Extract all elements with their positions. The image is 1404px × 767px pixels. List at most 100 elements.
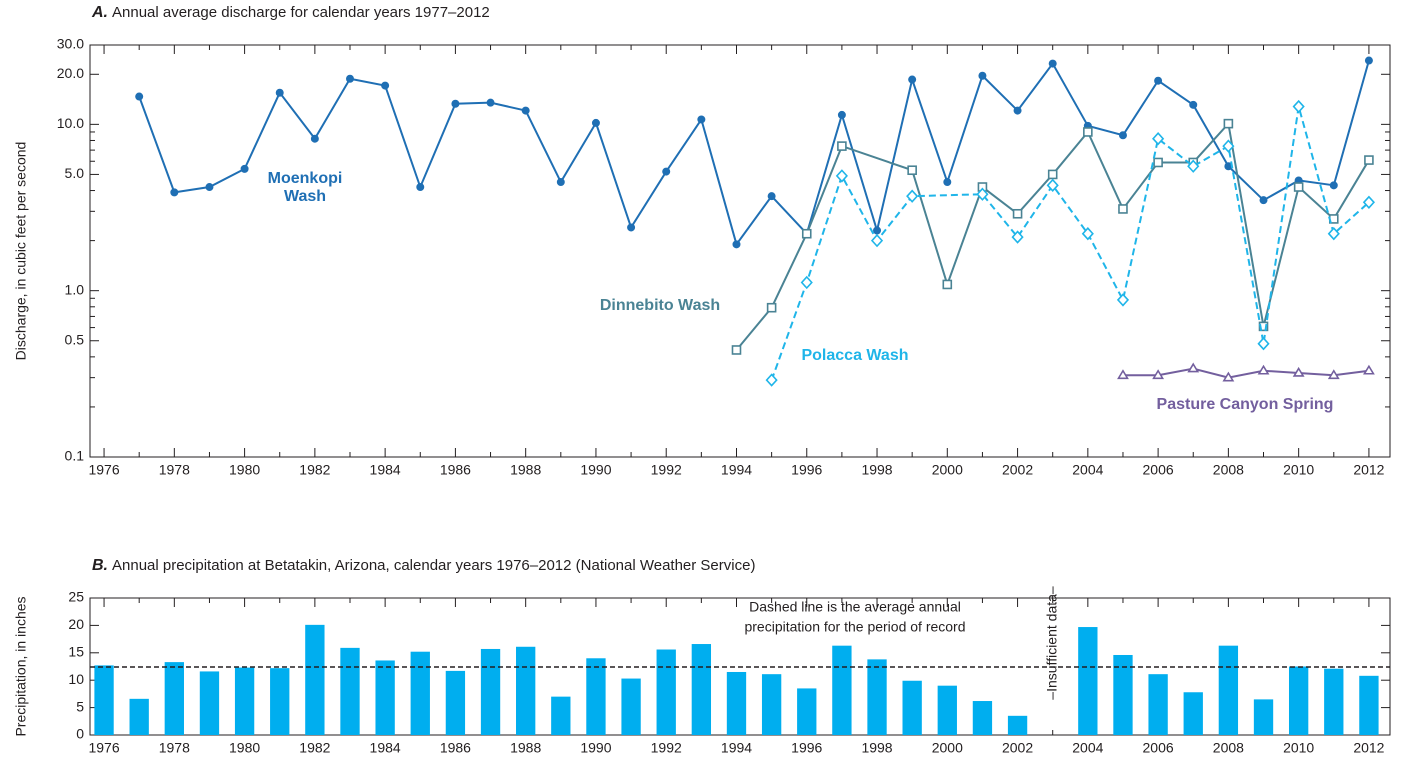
marker — [486, 98, 495, 107]
marker — [837, 141, 847, 151]
marker — [906, 189, 919, 203]
marker — [1364, 155, 1374, 165]
bar — [972, 701, 993, 735]
bar — [902, 680, 922, 735]
marker — [907, 165, 917, 176]
y-tick-label: 25 — [68, 589, 84, 605]
x-tick-label: 2000 — [932, 740, 963, 756]
x-tick-label: 1990 — [580, 462, 611, 478]
x-tick-label: 1986 — [440, 462, 471, 478]
marker — [943, 178, 952, 187]
marker — [1013, 106, 1022, 115]
marker — [1362, 195, 1376, 209]
series-line — [1122, 367, 1370, 379]
y-tick-label: 10 — [68, 671, 84, 687]
marker — [1047, 169, 1058, 180]
marker — [837, 110, 846, 119]
marker — [381, 81, 390, 90]
marker — [1327, 369, 1340, 380]
bar — [937, 685, 957, 735]
bar — [516, 646, 536, 735]
marker — [732, 240, 741, 249]
x-tick-label: 2010 — [1283, 740, 1314, 756]
x-tick-label: 1982 — [299, 740, 330, 756]
marker — [908, 75, 917, 84]
x-tick-label: 1976 — [88, 740, 119, 756]
x-tick-label: 1984 — [370, 740, 401, 756]
x-tick-label: 2004 — [1072, 462, 1103, 478]
bar — [832, 645, 852, 735]
bar — [867, 659, 887, 735]
x-tick-label: 1992 — [651, 462, 682, 478]
marker — [1118, 204, 1128, 214]
bar — [340, 647, 360, 735]
y-tick-label: 5 — [76, 698, 84, 714]
marker — [1011, 230, 1024, 244]
panel-label: A. — [91, 4, 108, 21]
y-tick-label: 30.0 — [57, 36, 84, 52]
bar — [551, 696, 571, 735]
bar — [1218, 645, 1239, 735]
bar — [586, 658, 606, 735]
y-tick-label: 15 — [68, 644, 84, 660]
marker — [873, 226, 882, 235]
bar — [1148, 674, 1168, 735]
marker — [310, 134, 319, 143]
marker — [521, 106, 530, 115]
bar — [1078, 627, 1098, 735]
x-tick-label: 2008 — [1213, 740, 1244, 756]
marker — [1222, 139, 1235, 153]
marker — [942, 279, 953, 290]
panel-title: B. Annual precipitation at Betatakin, Ari… — [92, 557, 755, 574]
bar — [1324, 668, 1344, 735]
x-tick-label: 1986 — [440, 740, 471, 756]
series-label: Dinnebito Wash — [599, 297, 721, 314]
bar — [1113, 654, 1133, 735]
x-tick-label: 1988 — [510, 740, 541, 756]
plot-frame — [89, 44, 1391, 458]
marker — [1223, 118, 1234, 129]
bar — [1288, 666, 1309, 735]
marker — [1081, 227, 1094, 241]
marker — [976, 187, 989, 201]
marker — [1152, 369, 1165, 380]
x-tick-label: 2006 — [1143, 462, 1174, 478]
series-label: Pasture Canyon Spring — [1156, 396, 1334, 413]
marker — [1363, 364, 1375, 375]
x-tick-label: 2012 — [1353, 462, 1384, 478]
title-text: Annual precipitation at Betatakin, Arizo… — [112, 557, 755, 574]
bar — [375, 660, 395, 735]
bar — [1183, 692, 1203, 735]
marker — [205, 183, 214, 192]
marker — [1116, 293, 1130, 307]
y-tick-label: 20 — [68, 616, 84, 632]
x-tick-label: 1998 — [861, 740, 892, 756]
series-line — [770, 106, 1370, 381]
marker — [766, 302, 777, 313]
marker — [767, 192, 776, 201]
bar — [621, 678, 641, 735]
x-tick-label: 1980 — [229, 740, 260, 756]
y-tick-label: 10.0 — [57, 115, 84, 131]
y-tick-label: 1.0 — [65, 281, 85, 297]
x-tick-label: 2010 — [1283, 462, 1314, 478]
marker — [800, 275, 813, 290]
y-tick-label: 0.1 — [65, 448, 85, 464]
annotation: precipitation for the period of record — [744, 619, 965, 635]
marker — [556, 178, 565, 187]
bar — [164, 662, 184, 735]
marker — [275, 88, 284, 97]
marker — [1187, 362, 1200, 373]
marker — [591, 118, 600, 127]
x-tick-label: 2008 — [1213, 462, 1244, 478]
x-tick-label: 1984 — [370, 462, 401, 478]
x-tick-label: 1994 — [721, 740, 752, 756]
marker — [765, 373, 778, 387]
marker — [662, 167, 671, 176]
marker — [240, 164, 249, 173]
marker — [1222, 371, 1235, 382]
x-tick-label: 1978 — [159, 740, 190, 756]
marker — [870, 233, 884, 248]
y-tick-label: 0 — [76, 726, 84, 742]
